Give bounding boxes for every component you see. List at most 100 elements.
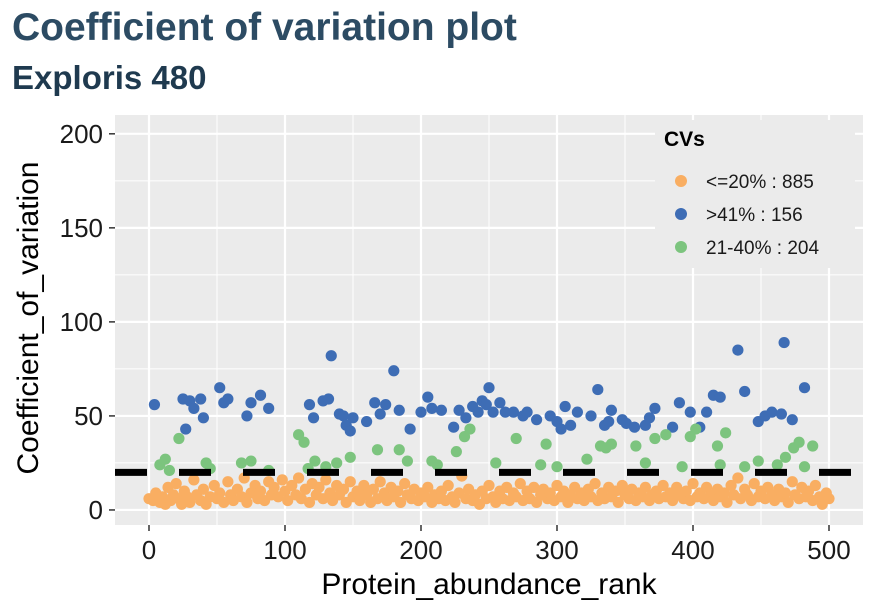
data-point [701, 406, 713, 418]
data-point [184, 496, 196, 509]
legend-title: CVs [664, 128, 705, 151]
x-tick-label: 400 [671, 535, 714, 565]
data-point [415, 406, 427, 418]
data-point [571, 406, 584, 418]
data-point [337, 410, 350, 422]
data-point [188, 474, 200, 486]
legend-label: >41% : 156 [706, 205, 803, 226]
data-point [643, 412, 656, 424]
data-point [393, 404, 405, 416]
data-point [197, 412, 209, 424]
data-point [361, 415, 373, 428]
data-point [276, 474, 288, 486]
data-point [782, 496, 794, 509]
data-point [369, 397, 381, 409]
data-point [551, 461, 563, 473]
data-point [173, 432, 185, 445]
data-point [245, 455, 257, 467]
data-point [786, 476, 798, 488]
data-point [472, 406, 484, 418]
data-point [612, 496, 624, 509]
data-point [254, 389, 267, 401]
data-point [450, 446, 462, 458]
data-point [374, 408, 386, 420]
data-point [388, 365, 400, 377]
legend-key [675, 208, 687, 220]
data-point [718, 487, 730, 499]
data-point [344, 425, 356, 437]
data-point [148, 399, 161, 411]
data-point [559, 400, 571, 413]
data-point [331, 457, 343, 469]
data-point [630, 440, 642, 452]
data-point [371, 444, 384, 456]
data-point [241, 496, 253, 509]
data-point [528, 481, 540, 493]
data-point [807, 440, 819, 452]
data-point [170, 478, 182, 490]
data-point [616, 479, 628, 492]
data-point [431, 459, 443, 471]
data-point [358, 479, 370, 492]
data-point [660, 429, 672, 441]
data-point [667, 421, 679, 433]
chart-title: Coefficient of variation plot [12, 6, 517, 49]
data-point [235, 457, 248, 469]
data-points [143, 336, 835, 510]
data-point [422, 391, 434, 403]
data-point [163, 464, 175, 477]
y-tick-label: 50 [74, 401, 103, 431]
data-point [309, 455, 321, 467]
data-point [490, 457, 502, 469]
data-point [540, 438, 552, 450]
data-point [779, 451, 792, 463]
data-point [404, 423, 416, 435]
data-point [380, 399, 392, 411]
data-point [180, 423, 192, 435]
data-point [453, 404, 465, 416]
data-point [793, 436, 805, 448]
legend-label: 21-40% : 204 [706, 238, 819, 259]
data-point [725, 479, 737, 492]
data-point [684, 406, 696, 418]
data-point [395, 496, 407, 509]
data-point [680, 485, 692, 497]
data-point [720, 427, 732, 439]
y-axis-title: Coefficient_of_variation [12, 162, 45, 475]
data-point [766, 406, 778, 418]
data-point [585, 410, 597, 422]
data-point [322, 393, 335, 405]
legend-entries: <=20% : 885 >41% : 156 21-40% : 204 [675, 172, 819, 259]
legend-background [655, 120, 855, 268]
data-point [393, 444, 405, 456]
data-point [649, 432, 661, 445]
data-point [499, 406, 511, 418]
data-point [303, 496, 316, 509]
data-point [399, 478, 411, 490]
data-point [507, 406, 520, 418]
data-point [263, 402, 275, 414]
x-tick-label: 500 [807, 535, 850, 565]
chart-subtitle: Exploris 480 [12, 59, 207, 96]
data-point [344, 476, 356, 488]
data-point [581, 453, 593, 465]
data-point [823, 493, 835, 505]
data-point [214, 487, 226, 499]
x-axis-ticks: 0 100 200 300 400 500 [142, 525, 851, 565]
data-point [337, 483, 350, 495]
data-point [605, 438, 618, 450]
legend-key [675, 241, 687, 253]
legend-key [675, 175, 687, 187]
x-tick-label: 300 [535, 535, 578, 565]
data-point [565, 419, 577, 431]
data-point [779, 487, 792, 499]
data-point [687, 478, 699, 490]
data-point [711, 440, 724, 452]
data-point [639, 481, 652, 493]
data-point [307, 412, 320, 424]
x-tick-label: 100 [263, 535, 306, 565]
y-tick-label: 100 [60, 307, 103, 337]
data-point [347, 412, 359, 424]
data-point [603, 415, 615, 428]
